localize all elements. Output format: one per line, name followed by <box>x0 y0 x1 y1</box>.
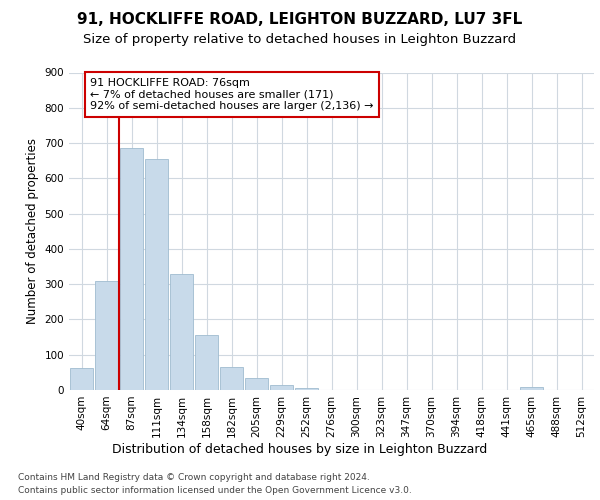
Bar <box>95 280 118 390</box>
Text: Distribution of detached houses by size in Leighton Buzzard: Distribution of detached houses by size … <box>112 442 488 456</box>
Bar <box>145 159 168 390</box>
Bar <box>195 336 218 390</box>
Text: Size of property relative to detached houses in Leighton Buzzard: Size of property relative to detached ho… <box>83 32 517 46</box>
Text: Contains HM Land Registry data © Crown copyright and database right 2024.: Contains HM Land Registry data © Crown c… <box>18 472 370 482</box>
Bar <box>295 388 318 390</box>
Bar <box>520 387 543 390</box>
Text: Contains public sector information licensed under the Open Government Licence v3: Contains public sector information licen… <box>18 486 412 495</box>
Bar <box>70 368 93 390</box>
Bar <box>245 378 268 390</box>
Bar <box>170 274 193 390</box>
Text: 91, HOCKLIFFE ROAD, LEIGHTON BUZZARD, LU7 3FL: 91, HOCKLIFFE ROAD, LEIGHTON BUZZARD, LU… <box>77 12 523 28</box>
Bar <box>220 367 243 390</box>
Bar <box>270 384 293 390</box>
Text: 91 HOCKLIFFE ROAD: 76sqm
← 7% of detached houses are smaller (171)
92% of semi-d: 91 HOCKLIFFE ROAD: 76sqm ← 7% of detache… <box>90 78 374 111</box>
Bar <box>120 148 143 390</box>
Y-axis label: Number of detached properties: Number of detached properties <box>26 138 39 324</box>
